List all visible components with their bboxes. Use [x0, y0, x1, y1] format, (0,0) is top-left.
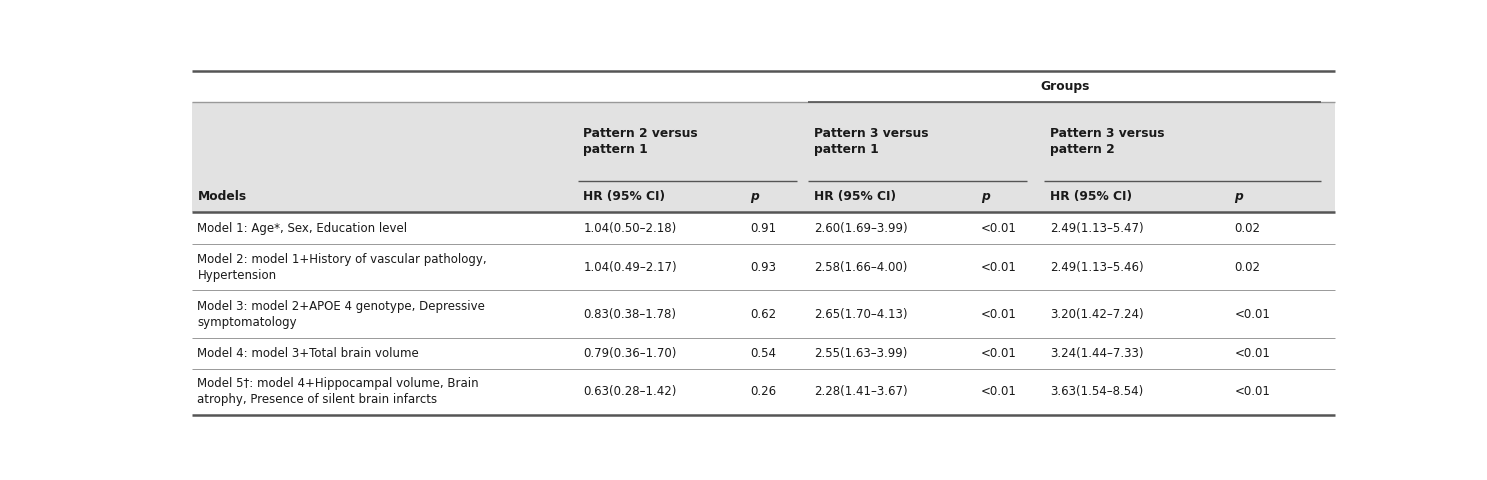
Text: 0.79(0.36–1.70): 0.79(0.36–1.70) [583, 347, 677, 360]
Text: Pattern 3 versus
pattern 1: Pattern 3 versus pattern 1 [813, 127, 928, 156]
Text: <0.01: <0.01 [1234, 347, 1270, 360]
Text: 0.91: 0.91 [751, 222, 776, 235]
Text: Pattern 2 versus
pattern 1: Pattern 2 versus pattern 1 [583, 127, 697, 156]
Text: <0.01: <0.01 [1234, 308, 1270, 321]
Text: <0.01: <0.01 [1234, 385, 1270, 398]
Text: 2.49(1.13–5.47): 2.49(1.13–5.47) [1050, 222, 1144, 235]
Text: 2.55(1.63–3.99): 2.55(1.63–3.99) [813, 347, 907, 360]
Text: 1.04(0.50–2.18): 1.04(0.50–2.18) [583, 222, 677, 235]
Text: HR (95% CI): HR (95% CI) [583, 190, 666, 203]
Bar [192, 338, 1335, 369]
Bar [192, 244, 1335, 290]
Text: Groups: Groups [1039, 80, 1090, 93]
Text: HR (95% CI): HR (95% CI) [813, 190, 897, 203]
Text: 1.04(0.49–2.17): 1.04(0.49–2.17) [583, 261, 677, 274]
Text: HR (95% CI): HR (95% CI) [1050, 190, 1132, 203]
Text: <0.01: <0.01 [981, 385, 1017, 398]
Text: p: p [1234, 190, 1243, 203]
Text: 3.24(1.44–7.33): 3.24(1.44–7.33) [1050, 347, 1144, 360]
Text: 0.63(0.28–1.42): 0.63(0.28–1.42) [583, 385, 677, 398]
Bar [192, 102, 1335, 181]
Text: 3.63(1.54–8.54): 3.63(1.54–8.54) [1050, 385, 1144, 398]
Bar [192, 290, 1335, 338]
Text: Model 1: Age*, Sex, Education level: Model 1: Age*, Sex, Education level [198, 222, 407, 235]
Text: 0.02: 0.02 [1234, 222, 1261, 235]
Text: Model 4: model 3+Total brain volume: Model 4: model 3+Total brain volume [198, 347, 419, 360]
Text: p: p [981, 190, 990, 203]
Text: p: p [751, 190, 760, 203]
Text: Model 5†: model 4+Hippocampal volume, Brain
atrophy, Presence of silent brain in: Model 5†: model 4+Hippocampal volume, Br… [198, 377, 479, 406]
Text: <0.01: <0.01 [981, 222, 1017, 235]
Text: 3.20(1.42–7.24): 3.20(1.42–7.24) [1050, 308, 1144, 321]
Text: 0.83(0.38–1.78): 0.83(0.38–1.78) [583, 308, 677, 321]
Text: 0.26: 0.26 [751, 385, 776, 398]
Text: 2.28(1.41–3.67): 2.28(1.41–3.67) [813, 385, 907, 398]
Text: 0.54: 0.54 [751, 347, 776, 360]
Bar [192, 181, 1335, 212]
Text: 0.62: 0.62 [751, 308, 776, 321]
Text: Pattern 3 versus
pattern 2: Pattern 3 versus pattern 2 [1050, 127, 1164, 156]
Text: Model 3: model 2+APOE 4 genotype, Depressive
symptomatology: Model 3: model 2+APOE 4 genotype, Depres… [198, 300, 485, 328]
Bar [192, 71, 1335, 102]
Text: Models: Models [198, 190, 247, 203]
Text: 0.02: 0.02 [1234, 261, 1261, 274]
Text: <0.01: <0.01 [981, 308, 1017, 321]
Text: 2.58(1.66–4.00): 2.58(1.66–4.00) [813, 261, 907, 274]
Bar [192, 213, 1335, 244]
Text: 0.93: 0.93 [751, 261, 776, 274]
Bar [192, 369, 1335, 415]
Text: 2.65(1.70–4.13): 2.65(1.70–4.13) [813, 308, 907, 321]
Text: 2.60(1.69–3.99): 2.60(1.69–3.99) [813, 222, 907, 235]
Text: <0.01: <0.01 [981, 347, 1017, 360]
Text: <0.01: <0.01 [981, 261, 1017, 274]
Text: 2.49(1.13–5.46): 2.49(1.13–5.46) [1050, 261, 1144, 274]
Text: Model 2: model 1+History of vascular pathology,
Hypertension: Model 2: model 1+History of vascular pat… [198, 252, 488, 282]
